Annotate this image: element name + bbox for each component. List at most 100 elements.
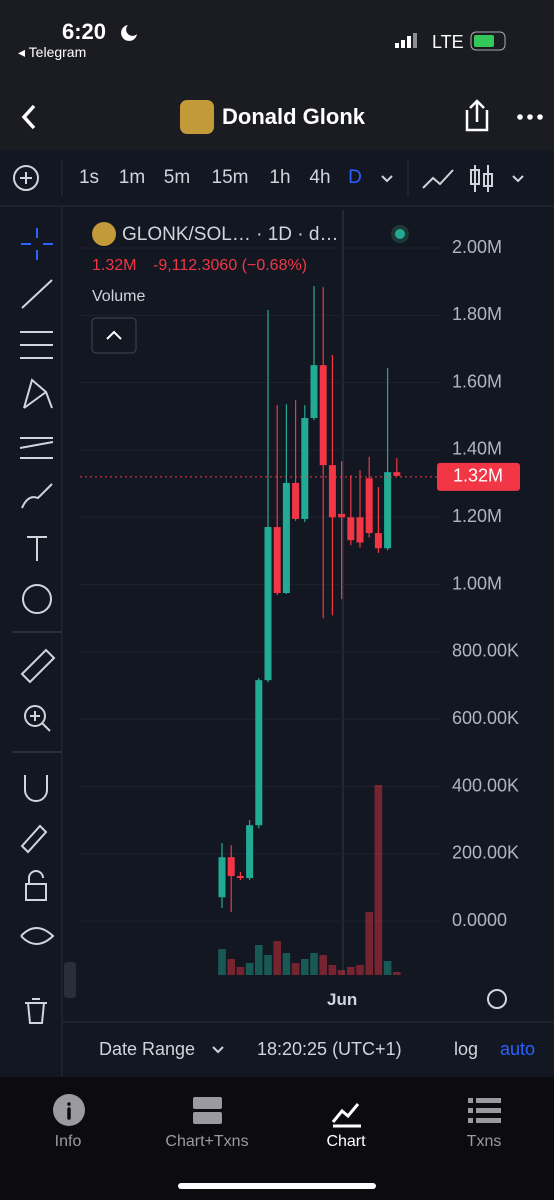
y-tick-label: 1.60M: [452, 371, 502, 391]
volume-bar: [282, 953, 291, 975]
y-tick-label: 1.00M: [452, 573, 502, 593]
interval-button[interactable]: 4h: [309, 167, 331, 188]
interval-button[interactable]: 15m: [211, 167, 249, 188]
text-tool[interactable]: [27, 536, 47, 561]
pattern-tool[interactable]: [23, 378, 53, 409]
ruler-tool[interactable]: [20, 648, 56, 684]
candle-body: [384, 472, 392, 549]
candle-body: [393, 472, 401, 476]
candle-body: [374, 533, 382, 549]
candle-body: [292, 482, 300, 519]
battery-level: [474, 35, 494, 47]
moon-icon: [121, 25, 137, 41]
line-chart-button[interactable]: [422, 169, 454, 189]
signal-icon: [395, 33, 417, 48]
volume-bar: [273, 941, 281, 975]
tab-chart[interactable]: Chart: [326, 1133, 366, 1150]
interval-button[interactable]: 1h: [269, 167, 291, 188]
y-tick-label: 1.80M: [452, 304, 502, 324]
candle-body: [356, 517, 364, 543]
emoji-tool[interactable]: [22, 584, 52, 614]
tabbar-bg: [0, 1077, 554, 1200]
tab-chart-txns[interactable]: Chart+Txns: [165, 1133, 249, 1150]
candle-body: [273, 527, 281, 594]
collapse-tools[interactable]: [64, 962, 76, 998]
candle-body: [310, 365, 318, 418]
magnet-tool[interactable]: [24, 775, 48, 802]
lock-tool[interactable]: [25, 883, 47, 901]
chart-title: GLONK/SOL… · 1D · d…: [122, 224, 339, 245]
fib-tool[interactable]: [20, 331, 53, 359]
crosshair-tool[interactable]: [21, 228, 53, 260]
back-app[interactable]: ◂ Telegram: [18, 44, 87, 60]
interval-button[interactable]: 5m: [163, 167, 191, 188]
battery-icon: [470, 31, 506, 51]
y-tick-label: 200.00K: [452, 843, 519, 863]
delete-tool[interactable]: [25, 998, 47, 1024]
candle-body: [236, 876, 244, 879]
auto-toggle[interactable]: auto: [500, 1039, 536, 1059]
candle-body: [218, 857, 226, 898]
plot: 2.00M 1.80M 1.60M 1.40M 1.20M 1.00M 800.00K 600…: [80, 237, 520, 975]
drawing-tools: [12, 228, 62, 1024]
interval-dropdown[interactable]: [381, 175, 393, 183]
candle-body: [227, 857, 235, 877]
visibility-tool[interactable]: [20, 927, 55, 945]
y-tick-label: 600.00K: [452, 708, 519, 728]
projection-tool[interactable]: [19, 437, 54, 459]
status-dot: [395, 229, 405, 239]
chart-icon: [331, 1103, 361, 1128]
volume-bar: [291, 963, 300, 975]
collapse-legend[interactable]: [91, 317, 137, 354]
interval-button[interactable]: 1s: [78, 167, 100, 188]
y-tick-label: 800.00K: [452, 641, 519, 661]
volume-label: Volume: [92, 288, 146, 305]
home-indicator: [178, 1183, 376, 1189]
add-button[interactable]: [13, 165, 39, 191]
volume-bar: [236, 967, 245, 975]
add-icon: [20, 172, 32, 184]
lock-draw-tool[interactable]: [20, 824, 48, 854]
toolbar-bg: [0, 150, 554, 206]
candle-chart-button[interactable]: [470, 165, 493, 192]
header-bg: [0, 0, 554, 150]
candle-body: [328, 465, 336, 518]
x-label: Jun: [327, 990, 358, 1009]
log-toggle[interactable]: log: [454, 1039, 479, 1059]
volume-bar: [245, 963, 254, 975]
date-range[interactable]: Date Range: [99, 1039, 196, 1059]
volume-bar: [374, 785, 383, 975]
settings-button[interactable]: [487, 989, 507, 1009]
back-app-label: Telegram: [28, 44, 87, 60]
interval-button[interactable]: D: [348, 167, 362, 188]
candle-body: [255, 680, 263, 826]
y-tick-label: 0.0000: [452, 910, 507, 930]
date-range-dropdown[interactable]: [212, 1046, 224, 1054]
volume-bar: [218, 949, 226, 975]
interval-button[interactable]: 1m: [118, 167, 146, 188]
trend-line-tool[interactable]: [21, 279, 53, 309]
tab-info[interactable]: Info: [54, 1133, 82, 1150]
coin-icon: [92, 222, 116, 246]
candle-body: [365, 478, 373, 534]
candle-body: [319, 365, 327, 466]
y-tick-label: 2.00M: [452, 237, 502, 257]
more-button[interactable]: [517, 114, 543, 120]
brush-tool[interactable]: [21, 483, 53, 509]
chevron: [106, 330, 122, 340]
chart-type-dropdown[interactable]: [512, 175, 524, 183]
share-button[interactable]: [465, 99, 489, 132]
zoom-tool[interactable]: [24, 705, 46, 727]
volume-bar: [310, 953, 318, 975]
txns-icon: [468, 1098, 501, 1123]
back-button[interactable]: [21, 104, 36, 130]
volume-bar: [365, 912, 373, 975]
volume-bar: [347, 967, 355, 975]
volume-bar: [227, 959, 235, 975]
last-price-box: [437, 462, 520, 491]
tab-txns[interactable]: Txns: [466, 1133, 502, 1150]
network: LTE: [432, 32, 464, 52]
legend-price: 1.32M: [92, 257, 137, 274]
